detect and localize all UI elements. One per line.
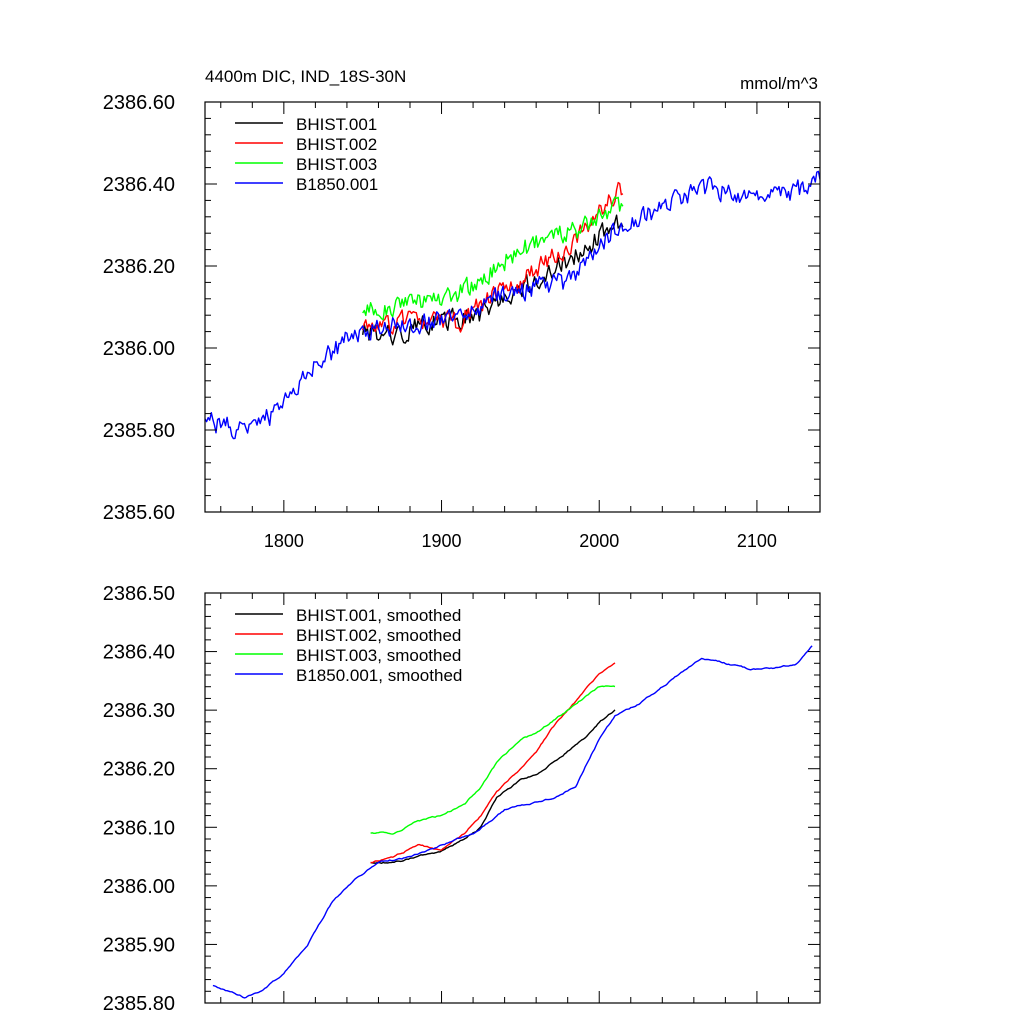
y-tick-label: 2385.60 bbox=[103, 502, 175, 524]
series-line-bhist-002-smoothed bbox=[370, 662, 616, 864]
series-line-b1850-001-smoothed bbox=[212, 645, 813, 999]
legend-label: BHIST.002, smoothed bbox=[296, 626, 461, 645]
legend-label: BHIST.002 bbox=[296, 135, 377, 154]
y-tick-label: 2386.30 bbox=[103, 700, 175, 722]
x-tick-label: 1900 bbox=[422, 531, 462, 551]
legend-label: BHIST.003 bbox=[296, 155, 377, 174]
y-tick-label: 2386.20 bbox=[103, 256, 175, 278]
y-tick-label: 2386.40 bbox=[103, 642, 175, 664]
y-tick-label: 2386.00 bbox=[103, 338, 175, 360]
series-line-bhist-003-smoothed bbox=[370, 685, 616, 835]
plot-frame bbox=[204, 592, 821, 1004]
series-line-bhist-001-smoothed bbox=[370, 709, 616, 864]
y-tick-label: 2386.60 bbox=[103, 92, 175, 114]
y-tick-label: 2386.00 bbox=[103, 876, 175, 898]
series-line-b1850-001 bbox=[205, 170, 820, 440]
series-line-bhist-003 bbox=[362, 196, 624, 321]
legend-label: B1850.001 bbox=[296, 175, 378, 194]
smoothed-dic-panel: 2385.80 2385.90 2386.00 2386.10 2386.20 2386.… bbox=[103, 583, 821, 1015]
y-tick-label: 2386.50 bbox=[103, 583, 175, 605]
y-tick-label: 2385.90 bbox=[103, 934, 175, 956]
legend-label: B1850.001, smoothed bbox=[296, 666, 462, 685]
series-line-bhist-002 bbox=[362, 181, 624, 335]
y-tick-label: 2386.10 bbox=[103, 817, 175, 839]
y-tick-label: 2386.40 bbox=[103, 174, 175, 196]
y-tick-label: 2385.80 bbox=[103, 993, 175, 1015]
plot-frame bbox=[204, 101, 821, 513]
units-label: mmol/m^3 bbox=[740, 74, 818, 93]
x-tick-label: 1800 bbox=[264, 531, 304, 551]
y-tick-label: 2385.80 bbox=[103, 420, 175, 442]
y-tick-label: 2386.20 bbox=[103, 759, 175, 781]
x-tick-label: 2000 bbox=[579, 531, 619, 551]
legend-label: BHIST.001 bbox=[296, 115, 377, 134]
legend-label: BHIST.003, smoothed bbox=[296, 646, 461, 665]
raw-dic-panel: 1800 1900 2000 2100 2385.60 2385.80 2386.00 238… bbox=[103, 92, 821, 551]
x-tick-label: 2100 bbox=[737, 531, 777, 551]
figure-title: 4400m DIC, IND_18S-30N bbox=[205, 67, 406, 86]
legend-label: BHIST.001, smoothed bbox=[296, 606, 461, 625]
